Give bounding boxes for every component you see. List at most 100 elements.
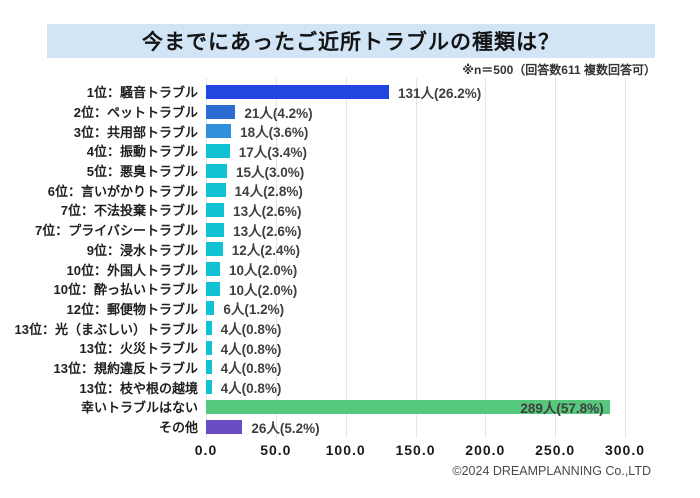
category-label: 1位：騒音トラブル xyxy=(86,85,198,101)
row-plot: 6人(1.2%) xyxy=(206,301,625,318)
value-label: 4人(0.8%) xyxy=(220,381,282,397)
grid-line xyxy=(555,78,557,438)
chart-row: 3位：共用部トラブル 18人(3.6%) xyxy=(0,121,700,141)
row-plot: 17人(3.4%) xyxy=(206,143,625,160)
chart-row: 12位：郵便物トラブル 6人(1.2%) xyxy=(0,299,700,319)
value-label: 26人(5.2%) xyxy=(251,420,320,436)
bar xyxy=(206,84,389,99)
bar xyxy=(206,143,230,158)
bar xyxy=(206,262,220,277)
value-label: 13人(2.6%) xyxy=(233,203,302,219)
chart-row: 9位：浸水トラブル 12人(2.4%) xyxy=(0,240,700,260)
category-label: 10位：外国人トラブル xyxy=(66,262,198,278)
category-label: 7位：プライバシートラブル xyxy=(35,223,198,239)
row-plot: 21人(4.2%) xyxy=(206,104,625,121)
copyright-text: ©2024 DREAMPLANNING Co.,LTD xyxy=(452,464,651,478)
value-label: 131人(26.2%) xyxy=(397,85,482,101)
category-label: 13位：光（まぶしい）トラブル xyxy=(14,321,198,337)
value-label: 18人(3.6%) xyxy=(240,125,309,141)
chart-row: 幸いトラブルはない 289人(57.8%) xyxy=(0,397,700,417)
chart-row: 1位：騒音トラブル 131人(26.2%) xyxy=(0,82,700,102)
category-label: 13位：規約違反トラブル xyxy=(53,360,198,376)
bar xyxy=(206,340,212,355)
grid-line xyxy=(275,78,277,438)
value-label: 4人(0.8%) xyxy=(220,322,282,338)
grid-line xyxy=(485,78,487,438)
bar-chart: 1位：騒音トラブル 131人(26.2%) 2位：ペットトラブル 21人(4.2%) 3… xyxy=(0,78,700,458)
chart-row: 13位：規約違反トラブル 4人(0.8%) xyxy=(0,358,700,378)
row-plot: 10人(2.0%) xyxy=(206,281,625,298)
chart-row: 13位：火災トラブル 4人(0.8%) xyxy=(0,338,700,358)
value-label: 10人(2.0%) xyxy=(228,282,298,298)
row-plot: 12人(2.4%) xyxy=(206,242,625,259)
bar xyxy=(206,104,236,119)
category-label: 12位：郵便物トラブル xyxy=(66,301,198,317)
row-plot: 15人(3.0%) xyxy=(206,163,625,180)
category-label: その他 xyxy=(158,420,198,436)
value-label: 15人(3.0%) xyxy=(235,164,305,180)
chart-row: 7位：不法投棄トラブル 13人(2.6%) xyxy=(0,200,700,220)
grid-line xyxy=(206,78,207,438)
category-label: 6位：言いがかりトラブル xyxy=(47,183,198,199)
chart-row: 2位：ペットトラブル 21人(4.2%) xyxy=(0,102,700,122)
value-label: 13人(2.6%) xyxy=(233,223,302,239)
x-tick-label: 0.0 xyxy=(194,442,218,458)
category-label: 9位：浸水トラブル xyxy=(86,242,198,258)
value-label: 289人(57.8%) xyxy=(520,400,604,416)
page-title: 今までにあったご近所トラブルの種類は？ xyxy=(142,31,560,54)
gridlines xyxy=(206,78,626,438)
row-plot: 26人(5.2%) xyxy=(206,419,625,436)
grid-line xyxy=(345,78,347,438)
chart-row: 6位：言いがかりトラブル 14人(2.8%) xyxy=(0,180,700,200)
bar xyxy=(206,281,220,296)
chart-row: 10位：酔っ払いトラブル 10人(2.0%) xyxy=(0,279,700,299)
bar xyxy=(206,163,227,178)
chart-row: 13位：枝や根の越境 4人(0.8%) xyxy=(0,377,700,397)
bar xyxy=(206,419,243,434)
grid-line xyxy=(625,78,626,438)
chart-row: 10位：外国人トラブル 10人(2.0%) xyxy=(0,259,700,279)
chart-row: 5位：悪臭トラブル 15人(3.0%) xyxy=(0,161,700,181)
row-plot: 4人(0.8%) xyxy=(206,380,625,397)
value-label: 4人(0.8%) xyxy=(220,341,282,357)
row-plot: 4人(0.8%) xyxy=(206,340,625,357)
chart-row: 13位：光（まぶしい）トラブル 4人(0.8%) xyxy=(0,318,700,338)
grid-line xyxy=(415,78,417,438)
x-axis: 0.0 50.0 100.0 150.0 200.0 250.0 300.0 xyxy=(195,442,644,462)
value-label: 12人(2.4%) xyxy=(231,243,301,259)
chart-rows: 1位：騒音トラブル 131人(26.2%) 2位：ペットトラブル 21人(4.2%) 3… xyxy=(0,82,700,436)
row-plot: 4人(0.8%) xyxy=(206,321,625,338)
row-plot: 10人(2.0%) xyxy=(206,262,625,279)
value-label: 17人(3.4%) xyxy=(238,144,308,160)
title-bar: 今までにあったご近所トラブルの種類は？ xyxy=(47,24,655,58)
bar xyxy=(206,242,223,257)
bar xyxy=(206,301,215,316)
value-label: 10人(2.0%) xyxy=(228,263,298,279)
category-label: 7位：不法投棄トラブル xyxy=(60,203,198,219)
x-tick-label: 250.0 xyxy=(535,442,576,458)
row-plot: 18人(3.6%) xyxy=(206,124,625,141)
value-label: 4人(0.8%) xyxy=(220,361,282,377)
bar xyxy=(206,360,212,375)
bar xyxy=(206,380,212,395)
category-label: 13位：火災トラブル xyxy=(79,341,198,357)
value-label: 6人(1.2%) xyxy=(223,302,285,318)
sample-size-note: ※n＝500（回答数611 複数回答可） xyxy=(462,63,656,77)
chart-row: その他 26人(5.2%) xyxy=(0,417,700,437)
row-plot: 4人(0.8%) xyxy=(206,360,625,377)
row-plot: 13人(2.6%) xyxy=(206,202,625,219)
x-tick-label: 100.0 xyxy=(325,442,366,458)
value-label: 14人(2.8%) xyxy=(234,184,303,200)
row-plot: 13人(2.6%) xyxy=(206,222,625,239)
chart-row: 4位：振動トラブル 17人(3.4%) xyxy=(0,141,700,161)
category-label: 4位：振動トラブル xyxy=(86,144,198,160)
bar xyxy=(206,321,212,336)
row-plot: 131人(26.2%) xyxy=(206,84,625,101)
category-label: 5位：悪臭トラブル xyxy=(86,164,198,180)
row-plot: 289人(57.8%) xyxy=(206,399,625,416)
x-tick-label: 150.0 xyxy=(395,442,436,458)
bar xyxy=(206,202,225,217)
value-label: 21人(4.2%) xyxy=(244,105,313,121)
x-tick-label: 200.0 xyxy=(465,442,506,458)
